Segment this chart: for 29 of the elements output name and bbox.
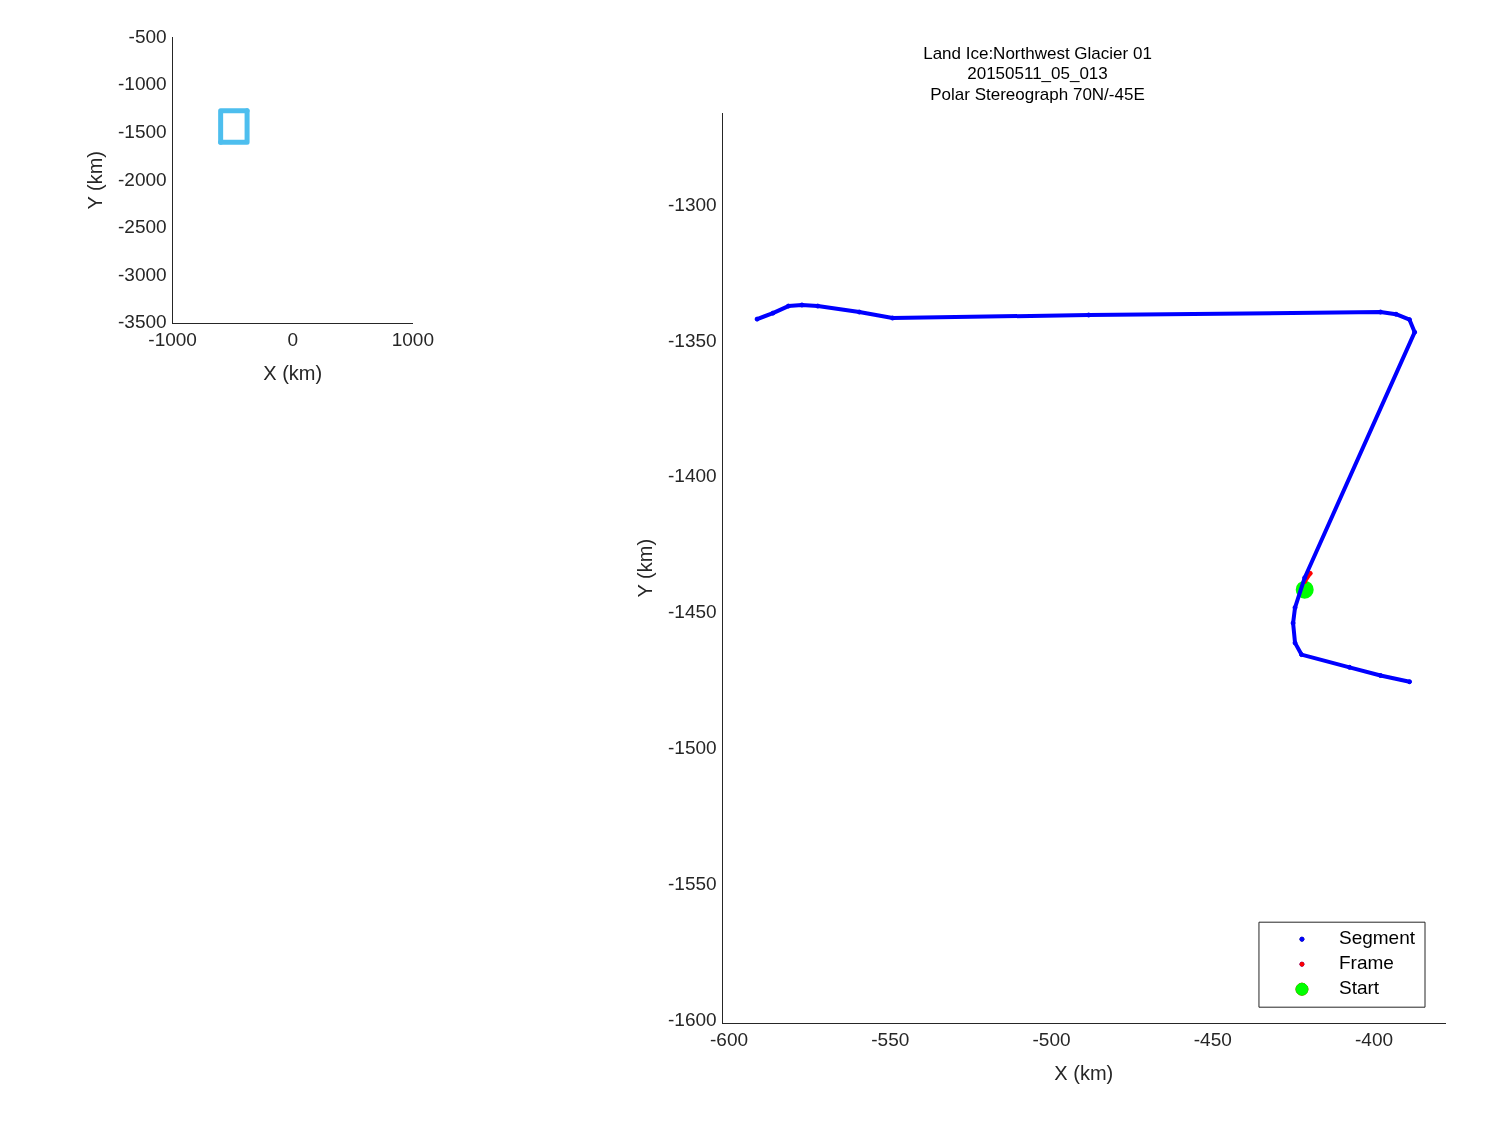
y-tick-label: -500 [128,25,167,47]
y-tick-label: -1300 [667,193,717,215]
chart-title: Land Ice:Northwest Glacier 01 [923,43,1152,63]
chart-subtitle: 20150511_05_013 Polar Stereograph 70N/-45E [930,64,1145,104]
y-tick-label: -3000 [117,263,167,285]
y-axis-title: Y (km) [83,151,106,210]
y-tick-label: -1350 [667,329,717,351]
x-tick-label: -550 [871,1028,910,1050]
y-axis-title: Y (km) [633,538,656,598]
y-tick-label: -1450 [667,601,717,623]
y-tick-label: -1400 [667,465,717,487]
x-axis-title: X (km) [1054,1061,1114,1084]
x-tick-label: 0 [287,328,299,350]
x-tick-label: -400 [1355,1028,1394,1050]
x-axis-title: X (km) [263,361,323,384]
y-tick-label: -1000 [117,73,167,95]
y-tick-label: -1600 [667,1008,717,1030]
x-tick-label: -450 [1193,1028,1232,1050]
legend-label: Frame [1338,952,1394,974]
x-tick-label: -500 [1032,1028,1071,1050]
y-tick-label: -2500 [117,216,167,238]
y-tick-label: -1550 [667,872,717,894]
y-tick-label: -1500 [667,737,717,759]
x-tick-label: 1000 [391,328,435,350]
legend-label: Start [1338,977,1380,999]
legend-label: Segment [1338,927,1416,949]
y-tick-label: -2000 [117,168,167,190]
y-tick-label: -1500 [117,120,167,142]
x-tick-label: -600 [710,1028,749,1050]
